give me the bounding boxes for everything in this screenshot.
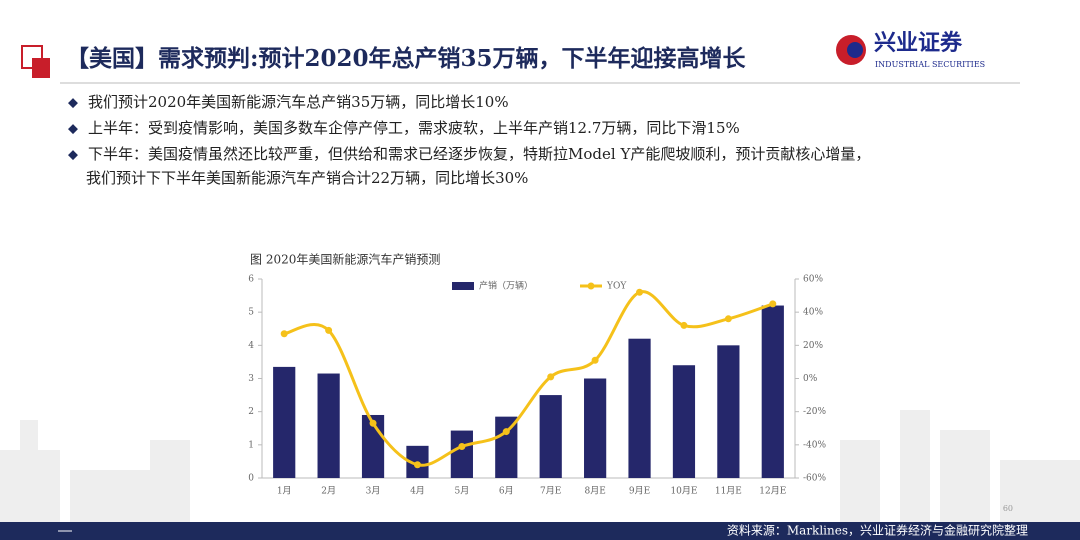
line-point (769, 300, 777, 308)
line-point (636, 288, 644, 296)
bar (495, 416, 518, 478)
bar (584, 378, 607, 478)
bullet-text: 我们预计下下半年美国新能源汽车产销合计22万辆，同比增长30% (86, 169, 528, 187)
x-tick-label: 4月 (410, 486, 425, 497)
x-tick-label: 2月 (321, 486, 336, 497)
line-point (724, 315, 732, 323)
logo-name: 兴业证券 (874, 30, 963, 56)
y2-tick-label: -20% (803, 407, 826, 417)
chart-title: 图 2020年美国新能源汽车产销预测 (250, 252, 440, 267)
bar (317, 373, 340, 478)
line-point (413, 461, 421, 469)
line-point (502, 428, 510, 436)
x-tick-label: 1月 (277, 486, 292, 497)
bar (672, 365, 696, 478)
y-tick-label: 6 (248, 275, 254, 285)
y-tick-label: 1 (248, 440, 254, 450)
bullet-diamond: ◆ (68, 96, 78, 111)
bullet-text: 上半年：受到疫情影响，美国多数车企停产停工，需求疲软，上半年产销12.7万辆，同… (88, 119, 740, 137)
bullet-text: 下半年：美国疫情虽然还比较严重，但供给和需求已经逐步恢复，特斯拉Model Y产… (88, 145, 870, 163)
y2-tick-label: 20% (803, 341, 823, 351)
x-tick-label: 10月E (670, 486, 697, 497)
footer-bar (0, 522, 1080, 540)
bar (539, 395, 562, 478)
logo-subtitle: INDUSTRIAL SECURITIES (875, 60, 985, 69)
bullet-diamond: ◆ (68, 122, 78, 137)
legend-label: 产销（万辆） (479, 280, 533, 292)
slide-title: 【美国】需求预判:预计2020年总产销35万辆，下半年迎接高增长 (66, 45, 747, 72)
y-tick-label: 4 (248, 341, 254, 351)
line-point (458, 442, 466, 450)
y-tick-label: 0 (248, 474, 254, 484)
line-point (280, 330, 288, 338)
bar (628, 338, 651, 478)
y2-tick-label: -40% (803, 440, 826, 450)
x-tick-label: 3月 (366, 486, 381, 497)
x-tick-label: 5月 (455, 486, 470, 497)
logo-mark (847, 42, 863, 58)
x-tick-label: 6月 (499, 486, 514, 497)
line-point (369, 419, 377, 427)
bar (717, 345, 740, 478)
bar (450, 430, 473, 478)
y2-tick-label: 0% (803, 374, 818, 384)
footer-source: 资料来源：Marklines，兴业证券经济与金融研究院整理 (727, 523, 1028, 538)
y-tick-label: 5 (248, 308, 254, 318)
bar (761, 305, 784, 478)
x-tick-label: 7月E (540, 486, 561, 497)
legend-swatch (452, 282, 474, 290)
y2-tick-label: -60% (803, 474, 826, 484)
line-point (547, 373, 555, 381)
header-icon (32, 58, 50, 78)
line-point (325, 326, 333, 334)
bullet-diamond: ◆ (68, 148, 78, 163)
y2-tick-label: 60% (803, 275, 823, 285)
x-tick-label: 11月E (715, 486, 742, 497)
line-point (680, 321, 688, 329)
x-tick-label: 12月E (759, 486, 786, 497)
y-tick-label: 3 (248, 374, 254, 384)
y-tick-label: 2 (248, 407, 254, 417)
legend-swatch (587, 282, 595, 290)
page-number: 60 (1003, 504, 1013, 513)
x-tick-label: 8月E (584, 486, 605, 497)
line-point (591, 356, 599, 364)
x-tick-label: 9月E (629, 486, 650, 497)
bullet-text: 我们预计2020年美国新能源汽车总产销35万辆，同比增长10% (88, 93, 509, 111)
legend-label: YOY (606, 282, 627, 292)
bar (273, 366, 296, 478)
skyline (0, 410, 1080, 522)
y2-tick-label: 40% (803, 308, 823, 318)
